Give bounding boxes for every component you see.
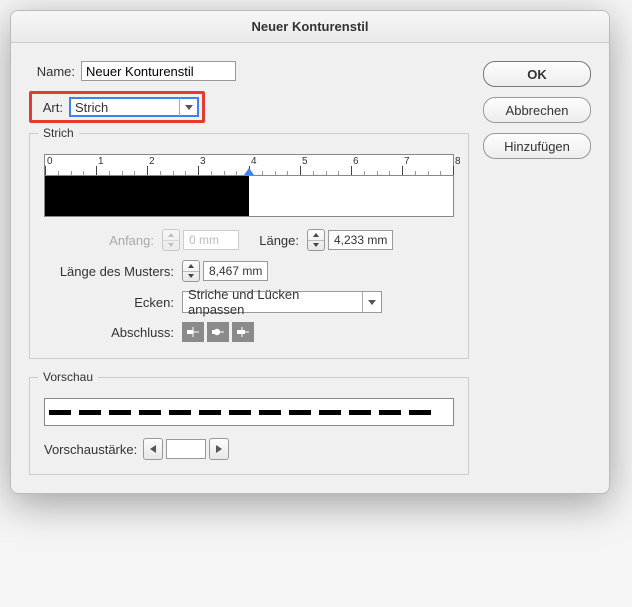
chevron-down-icon (362, 292, 381, 312)
preview-thickness-label: Vorschaustärke: (44, 442, 143, 457)
cap-round-button[interactable] (207, 322, 229, 342)
name-label: Name: (29, 64, 81, 79)
length-label: Länge: (239, 233, 307, 248)
dialog-title: Neuer Konturenstil (11, 11, 609, 43)
cap-butt-button[interactable] (182, 322, 204, 342)
length-spinner[interactable]: 4,233 mm (307, 229, 393, 251)
preview-group: Vorschau Vorschaustärke: (29, 377, 469, 475)
ruler-section: 012345678 (44, 154, 454, 217)
start-value: 0 mm (183, 230, 239, 250)
length-value[interactable]: 4,233 mm (328, 230, 393, 250)
name-input[interactable] (81, 61, 236, 81)
new-stroke-style-dialog: Neuer Konturenstil Name: Art: Strich (10, 10, 610, 494)
type-highlight: Art: Strich (29, 91, 205, 123)
corners-label: Ecken: (44, 295, 182, 310)
strich-group: Strich 012345678 Anfang: (29, 133, 469, 359)
start-label: Anfang: (44, 233, 162, 248)
corners-value: Striche und Lücken anpassen (183, 287, 362, 317)
cancel-button[interactable]: Abbrechen (483, 97, 591, 123)
type-value: Strich (70, 100, 179, 115)
preview-strip (44, 398, 454, 426)
cap-projecting-button[interactable] (232, 322, 254, 342)
ok-button[interactable]: OK (483, 61, 591, 87)
dash-segment (45, 176, 249, 216)
preview-title: Vorschau (38, 370, 98, 384)
ruler-marker[interactable] (244, 168, 254, 175)
pattern-length-value[interactable]: 8,467 mm (203, 261, 268, 281)
thickness-input[interactable] (166, 439, 206, 459)
type-label: Art: (35, 100, 69, 115)
pattern-length-spinner[interactable]: 8,467 mm (182, 260, 268, 282)
caps-label: Abschluss: (44, 325, 182, 340)
type-dropdown[interactable]: Strich (69, 97, 199, 117)
thickness-increase-button[interactable] (209, 438, 229, 460)
ruler[interactable]: 012345678 (44, 154, 454, 175)
strich-title: Strich (38, 126, 79, 140)
add-button[interactable]: Hinzufügen (483, 133, 591, 159)
start-spinner: 0 mm (162, 229, 239, 251)
pattern-length-label: Länge des Musters: (44, 264, 182, 279)
thickness-decrease-button[interactable] (143, 438, 163, 460)
corners-dropdown[interactable]: Striche und Lücken anpassen (182, 291, 382, 313)
pattern-bar[interactable] (44, 175, 454, 217)
chevron-down-icon (179, 98, 198, 116)
